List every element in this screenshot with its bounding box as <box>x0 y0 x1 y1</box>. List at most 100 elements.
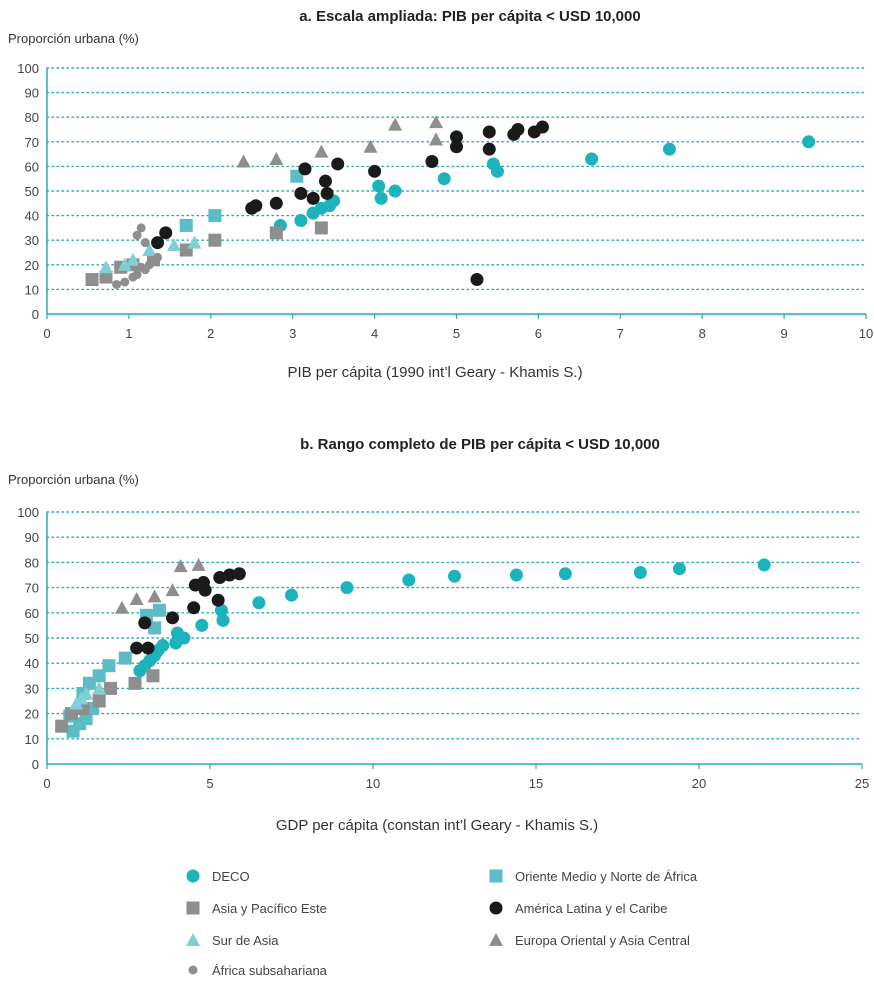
data-point-deco <box>372 179 386 193</box>
data-point-mena <box>208 209 222 223</box>
data-point-deco <box>195 618 209 632</box>
y-tick-label: 20 <box>25 707 39 722</box>
data-point-lac <box>306 191 320 205</box>
chart-b-grid <box>46 511 863 740</box>
chart-b-title: b. Rango completo de PIB per cápita < US… <box>300 436 660 453</box>
chart-a-title: a. Escala ampliada: PIB per cápita < USD… <box>299 8 640 25</box>
data-point-sas <box>98 260 113 274</box>
data-point-deco <box>177 631 191 645</box>
data-point-deco <box>388 184 402 198</box>
data-point-deco <box>490 164 504 178</box>
x-tick-label: 3 <box>289 326 296 341</box>
data-point-eca <box>236 154 251 168</box>
chart-a-axes <box>46 68 867 319</box>
data-point-lac <box>198 583 212 597</box>
legend-marker-deco <box>186 869 200 883</box>
data-point-deco <box>672 562 686 576</box>
y-tick-label: 70 <box>25 581 39 596</box>
data-point-deco <box>402 573 416 587</box>
data-point-sas <box>166 238 181 252</box>
y-tick-label: 90 <box>25 530 39 545</box>
data-point-lac <box>482 142 496 156</box>
data-point-mena <box>148 621 162 635</box>
data-point-lac <box>211 593 225 607</box>
chart-a-ylabel: Proporción urbana (%) <box>8 31 139 46</box>
y-tick-label: 0 <box>32 757 39 772</box>
data-point-mena <box>179 218 193 232</box>
data-point-ssa <box>120 277 130 287</box>
data-point-deco <box>633 565 647 579</box>
legend-marker-eap <box>186 901 200 915</box>
data-point-ssa <box>153 252 163 262</box>
chart-legend: DECO Oriente Medio y Norte de África Asia … <box>186 869 698 978</box>
data-point-lac <box>368 164 382 178</box>
data-point-lac <box>331 157 345 171</box>
data-point-eap <box>208 233 222 247</box>
data-point-sas <box>125 252 140 266</box>
y-tick-label: 100 <box>17 505 39 520</box>
data-point-lac <box>187 601 201 615</box>
data-point-lac <box>294 186 308 200</box>
chart-a-points <box>85 115 816 289</box>
data-point-mena <box>102 659 116 673</box>
x-tick-label: 15 <box>529 776 543 791</box>
chart-b-xlabel: GDP per cápita (constan int’l Geary - Kh… <box>276 817 598 834</box>
data-point-eca <box>314 144 329 158</box>
data-point-lac <box>511 123 525 136</box>
data-point-eap <box>269 226 283 240</box>
x-tick-label: 4 <box>371 326 378 341</box>
y-tick-label: 0 <box>32 307 39 322</box>
data-point-lac <box>320 186 334 200</box>
y-tick-label: 60 <box>25 159 39 174</box>
y-tick-label: 40 <box>25 209 39 224</box>
y-tick-label: 40 <box>25 656 39 671</box>
data-point-lac <box>166 611 180 625</box>
x-tick-label: 0 <box>43 326 50 341</box>
y-tick-label: 20 <box>25 258 39 273</box>
legend-label-lac: América Latina y el Caribe <box>515 901 667 916</box>
data-point-lac <box>130 641 144 655</box>
data-point-deco <box>156 639 170 653</box>
y-tick-label: 50 <box>25 184 39 199</box>
data-point-eca <box>147 589 162 603</box>
data-point-deco <box>448 569 461 583</box>
data-point-deco <box>509 568 523 582</box>
data-point-sas <box>92 681 107 695</box>
data-point-ssa <box>112 279 122 289</box>
data-point-eap <box>55 719 69 733</box>
y-tick-label: 90 <box>25 86 39 101</box>
y-tick-label: 80 <box>25 555 39 570</box>
x-tick-label: 10 <box>859 326 873 341</box>
y-tick-label: 10 <box>25 732 39 747</box>
x-tick-label: 1 <box>125 326 132 341</box>
data-point-deco <box>802 135 816 149</box>
data-point-eap <box>314 221 328 235</box>
data-point-ssa <box>132 230 142 240</box>
data-point-ssa <box>132 270 142 280</box>
data-point-eca <box>165 583 180 597</box>
chart-a-xlabel: PIB per cápita (1990 int’l Geary - Khami… <box>287 364 582 381</box>
data-point-ssa <box>144 260 154 270</box>
data-point-mena <box>118 651 132 665</box>
data-point-mena <box>92 669 106 683</box>
data-point-eap <box>128 676 142 690</box>
data-point-lac <box>482 125 496 139</box>
data-point-eap <box>92 694 106 708</box>
data-point-lac <box>213 571 227 585</box>
data-point-deco <box>252 596 266 610</box>
data-point-deco <box>437 172 451 186</box>
data-point-deco <box>340 581 354 595</box>
x-tick-label: 5 <box>453 326 460 341</box>
legend-label-deco: DECO <box>212 869 250 884</box>
data-point-lac <box>138 616 152 630</box>
data-point-deco <box>757 558 771 572</box>
data-point-eca <box>173 559 188 573</box>
data-point-lac <box>470 273 484 287</box>
data-point-deco <box>662 142 676 156</box>
data-point-eap <box>146 669 160 683</box>
x-tick-label: 5 <box>206 776 213 791</box>
x-tick-label: 25 <box>855 776 869 791</box>
y-tick-label: 70 <box>25 135 39 150</box>
data-point-lac <box>249 199 263 213</box>
data-point-mena <box>79 712 93 726</box>
